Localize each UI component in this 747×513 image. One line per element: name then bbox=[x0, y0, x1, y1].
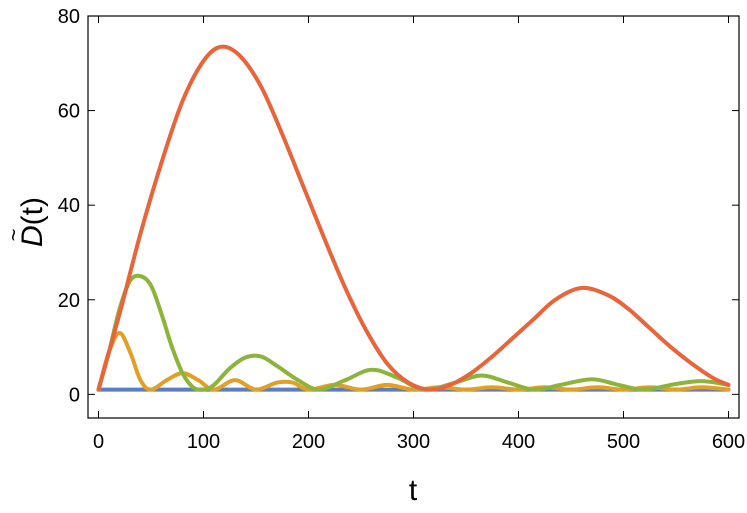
x-axis-title: t bbox=[409, 474, 418, 507]
x-tick-label: 500 bbox=[607, 431, 640, 453]
y-axis: 0 20 40 60 80 bbox=[58, 6, 739, 406]
y-axis-title-accent: ~ bbox=[1, 229, 26, 242]
svg-text:D(t): D(t) bbox=[16, 197, 49, 247]
y-tick-label: 60 bbox=[58, 101, 80, 123]
x-tick-label: 300 bbox=[397, 431, 430, 453]
series-layer bbox=[96, 44, 731, 392]
x-axis: 0 100 200 300 400 500 600 bbox=[93, 16, 745, 453]
y-tick-label: 0 bbox=[69, 384, 80, 406]
plot-frame bbox=[87, 15, 740, 419]
y-tick-label: 20 bbox=[58, 290, 80, 312]
x-tick-label: 200 bbox=[292, 431, 325, 453]
y-axis-title-suffix: (t) bbox=[16, 197, 49, 225]
x-tick-label: 400 bbox=[502, 431, 535, 453]
y-axis-title: D(t) ~ bbox=[1, 197, 49, 247]
y-axis-title-symbol: D bbox=[16, 225, 49, 247]
series-line-2 bbox=[96, 330, 731, 392]
x-tick-label: 0 bbox=[93, 431, 104, 453]
y-tick-label: 40 bbox=[58, 195, 80, 217]
y-tick-label: 80 bbox=[58, 6, 80, 28]
x-tick-label: 600 bbox=[712, 431, 745, 453]
series-line-3 bbox=[96, 273, 731, 392]
series-line-4 bbox=[96, 44, 731, 392]
x-tick-label: 100 bbox=[187, 431, 220, 453]
